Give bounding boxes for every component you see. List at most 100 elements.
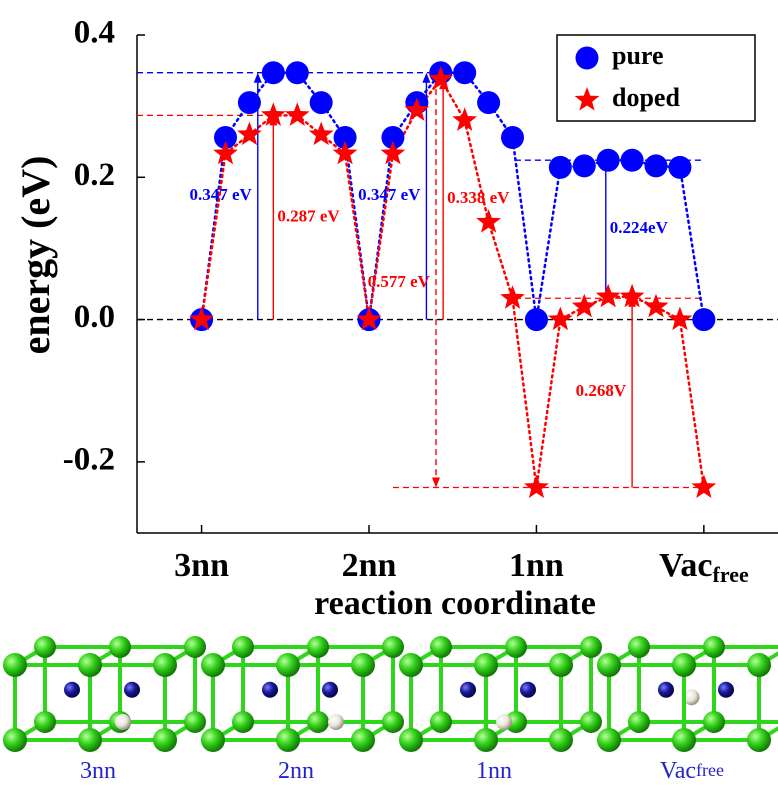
atom xyxy=(703,711,725,733)
y-tick-label: -0.2 xyxy=(63,441,115,477)
figure: energy (eV) reaction coordinate -0.2 0.0 0… xyxy=(0,0,778,787)
atom xyxy=(549,653,573,677)
structure-label-text: 2nn xyxy=(278,758,314,784)
page: {"chart_data": { "type": "energy-profile… xyxy=(0,0,778,787)
series-line xyxy=(202,79,704,487)
atom xyxy=(351,728,375,752)
point xyxy=(645,154,668,177)
atom xyxy=(201,728,225,752)
atom xyxy=(747,728,771,752)
structure-label: Vacfree xyxy=(660,758,724,784)
point xyxy=(668,307,693,331)
structure-label: 2nn xyxy=(278,758,314,784)
atom xyxy=(124,682,140,698)
point xyxy=(644,294,669,318)
atom xyxy=(672,728,696,752)
atom xyxy=(307,636,329,658)
structure-label-text: Vac xyxy=(660,758,696,784)
atom xyxy=(276,728,300,752)
atom xyxy=(672,653,696,677)
atom xyxy=(64,682,80,698)
atom xyxy=(382,636,404,658)
crystal xyxy=(3,636,206,752)
annotation-label: 0.224eV xyxy=(610,218,669,237)
structure-label-subscript: free xyxy=(696,760,724,780)
point xyxy=(286,61,309,84)
point xyxy=(692,475,717,499)
atom xyxy=(307,711,329,733)
point xyxy=(476,209,501,233)
structure-panel: 3nn 2nn 1nn Vacfree xyxy=(3,636,778,784)
y-axis-title: energy (eV) xyxy=(13,156,58,355)
atom xyxy=(399,653,423,677)
annotation-label: 0.287 eV xyxy=(277,206,340,225)
point xyxy=(262,61,285,84)
annotation-label: 0.577 eV xyxy=(368,272,431,291)
structure-label: 3nn xyxy=(80,758,116,784)
legend-label: pure xyxy=(612,41,664,70)
atom xyxy=(78,728,102,752)
atom xyxy=(184,711,206,733)
crystal xyxy=(201,636,404,752)
x-tick-text: 2nn xyxy=(342,547,397,584)
point xyxy=(525,308,548,331)
x-tick-label: 2nn xyxy=(342,547,397,584)
atom xyxy=(115,714,131,730)
atom xyxy=(34,711,56,733)
arrow-head xyxy=(432,477,440,487)
x-tick-text: 3nn xyxy=(174,547,229,584)
y-tick-label: 0.2 xyxy=(74,157,115,193)
y-tick-label: 0.0 xyxy=(74,299,115,335)
arrow-head xyxy=(422,73,430,83)
crystal xyxy=(399,636,602,752)
point xyxy=(692,308,715,331)
atom xyxy=(184,636,206,658)
atom xyxy=(3,728,27,752)
atom xyxy=(430,711,452,733)
point xyxy=(596,284,621,308)
atom xyxy=(628,711,650,733)
atom xyxy=(109,636,131,658)
x-axis-title: reaction coordinate xyxy=(314,585,596,622)
y-tick-label: 0.4 xyxy=(74,15,115,51)
x-tick-label: 1nn xyxy=(509,547,564,584)
point xyxy=(477,91,500,114)
structure-label-text: 1nn xyxy=(476,758,512,784)
point xyxy=(572,294,597,318)
atom xyxy=(580,711,602,733)
x-tick-subscript: free xyxy=(713,562,749,587)
atom xyxy=(658,682,674,698)
annotation-label: 0.347 eV xyxy=(358,185,421,204)
atom xyxy=(351,653,375,677)
x-tick-text: 1nn xyxy=(509,547,564,584)
atom xyxy=(496,714,512,730)
point xyxy=(453,61,476,84)
point xyxy=(668,156,691,179)
atom xyxy=(232,636,254,658)
atom xyxy=(78,653,102,677)
atom xyxy=(703,636,725,658)
atom xyxy=(232,711,254,733)
point xyxy=(548,307,573,331)
point xyxy=(238,91,261,114)
point xyxy=(549,156,572,179)
x-tick-label: 3nn xyxy=(174,547,229,584)
atom xyxy=(201,653,225,677)
annotation-label: 0.347 eV xyxy=(189,185,252,204)
x-tick-text: Vac xyxy=(659,547,713,584)
atom xyxy=(276,653,300,677)
arrow-head xyxy=(254,73,262,83)
x-tick-label: Vacfree xyxy=(659,547,749,587)
structure-label: 1nn xyxy=(476,758,512,784)
atom xyxy=(580,636,602,658)
point xyxy=(500,285,525,309)
point xyxy=(621,149,644,172)
structure-label-text: 3nn xyxy=(80,758,116,784)
point xyxy=(452,107,477,130)
atom xyxy=(328,714,344,730)
crystal xyxy=(597,636,778,752)
atom xyxy=(262,682,278,698)
point xyxy=(597,149,620,172)
atom xyxy=(153,728,177,752)
legend: puredoped xyxy=(557,35,755,121)
